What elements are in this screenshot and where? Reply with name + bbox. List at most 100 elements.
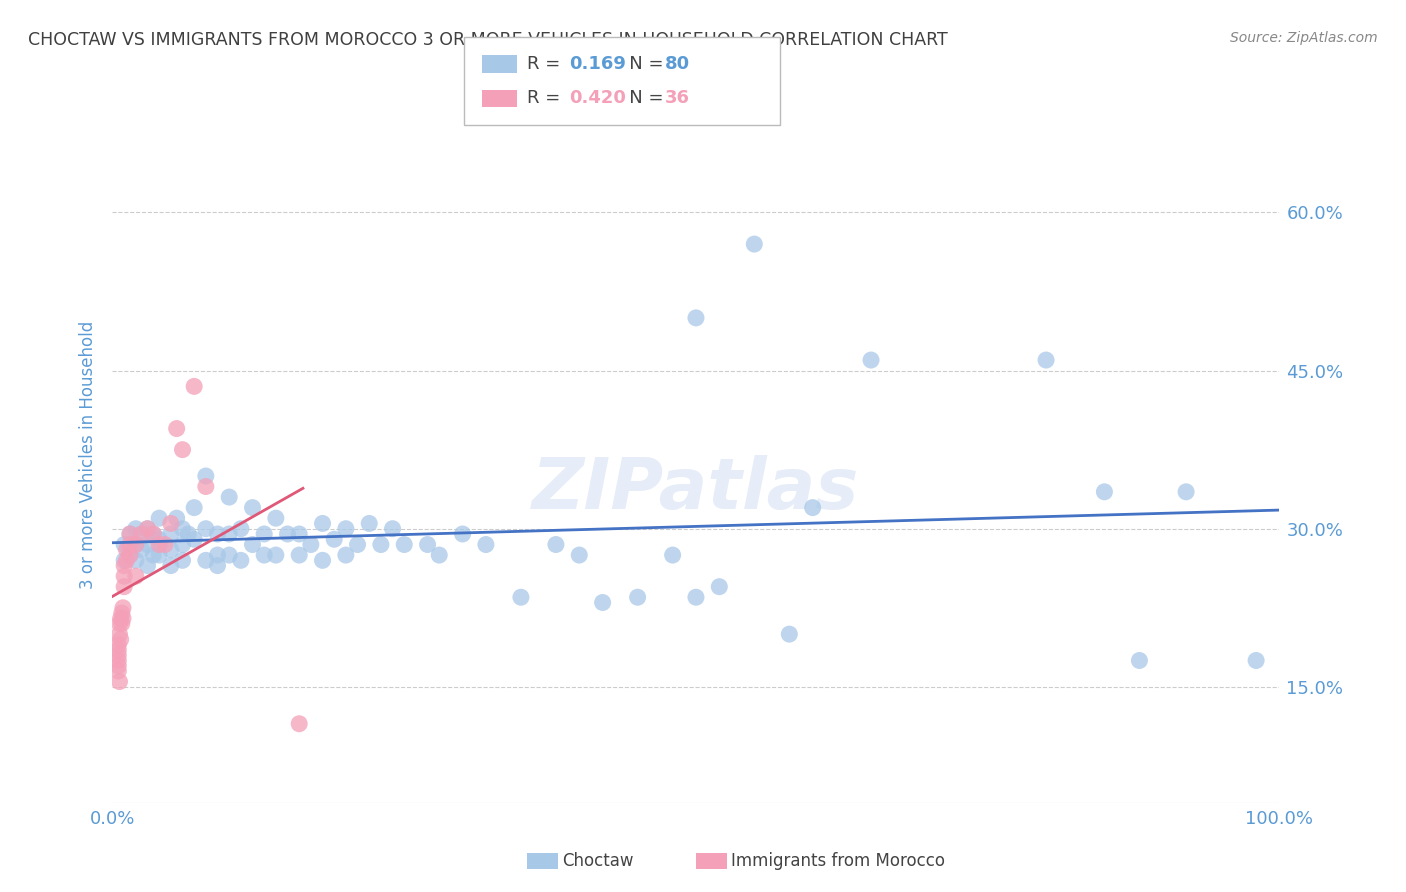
Point: [335, 522, 357, 536]
Point: [148, 548, 170, 562]
Point: [166, 511, 188, 525]
Point: [1094, 484, 1116, 499]
Point: [136, 537, 159, 551]
Point: [323, 533, 346, 547]
Text: 36: 36: [665, 89, 690, 107]
Point: [110, 611, 132, 625]
Point: [125, 553, 148, 567]
Point: [111, 616, 134, 631]
Point: [509, 591, 531, 605]
Point: [207, 558, 229, 573]
Text: N =: N =: [612, 55, 669, 73]
Point: [125, 537, 148, 551]
Point: [112, 558, 135, 573]
Point: [131, 542, 153, 557]
Point: [118, 548, 141, 562]
Point: [218, 490, 240, 504]
Text: Choctaw: Choctaw: [562, 852, 634, 870]
Point: [685, 310, 707, 325]
Point: [142, 527, 165, 541]
Point: [335, 548, 357, 562]
Point: [627, 591, 650, 605]
Point: [118, 527, 141, 541]
Point: [229, 522, 252, 536]
Point: [125, 569, 148, 583]
Point: [311, 553, 333, 567]
Point: [172, 442, 194, 457]
Point: [107, 648, 129, 663]
Point: [160, 558, 183, 573]
Point: [131, 527, 153, 541]
Point: [153, 537, 176, 551]
Point: [148, 537, 170, 551]
Point: [1175, 484, 1198, 499]
Point: [160, 527, 183, 541]
Text: 80: 80: [665, 55, 690, 73]
Point: [242, 500, 264, 515]
Point: [107, 653, 129, 667]
Point: [207, 548, 229, 562]
Point: [218, 548, 240, 562]
Point: [451, 527, 474, 541]
Point: [427, 548, 450, 562]
Point: [370, 537, 392, 551]
Point: [160, 516, 183, 531]
Text: N =: N =: [612, 89, 669, 107]
Text: Immigrants from Morocco: Immigrants from Morocco: [731, 852, 945, 870]
Point: [125, 522, 148, 536]
Point: [136, 558, 159, 573]
Point: [381, 522, 404, 536]
Point: [592, 595, 614, 609]
Point: [111, 611, 134, 625]
Point: [148, 533, 170, 547]
Point: [860, 353, 883, 368]
Point: [148, 511, 170, 525]
Point: [276, 527, 298, 541]
Point: [207, 527, 229, 541]
Point: [253, 548, 276, 562]
Point: [108, 674, 131, 689]
Point: [136, 522, 159, 536]
Point: [194, 553, 217, 567]
Point: [108, 627, 131, 641]
Y-axis label: 3 or more Vehicles in Household: 3 or more Vehicles in Household: [79, 321, 97, 589]
Point: [177, 527, 200, 541]
Point: [1244, 653, 1267, 667]
Point: [685, 591, 707, 605]
Text: 0.169: 0.169: [569, 55, 626, 73]
Point: [111, 600, 134, 615]
Point: [108, 616, 131, 631]
Point: [166, 421, 188, 435]
Point: [311, 516, 333, 531]
Point: [253, 527, 276, 541]
Point: [160, 542, 183, 557]
Point: [110, 632, 132, 647]
Point: [264, 511, 287, 525]
Point: [288, 716, 311, 731]
Point: [1035, 353, 1057, 368]
Point: [115, 553, 138, 567]
Text: 0.420: 0.420: [569, 89, 626, 107]
Point: [172, 522, 194, 536]
Point: [136, 522, 159, 536]
Point: [115, 542, 138, 557]
Point: [475, 537, 498, 551]
Point: [194, 522, 217, 536]
Point: [142, 548, 165, 562]
Text: Source: ZipAtlas.com: Source: ZipAtlas.com: [1230, 31, 1378, 45]
Point: [288, 527, 311, 541]
Point: [1128, 653, 1150, 667]
Point: [112, 580, 135, 594]
Text: CHOCTAW VS IMMIGRANTS FROM MOROCCO 3 OR MORE VEHICLES IN HOUSEHOLD CORRELATION C: CHOCTAW VS IMMIGRANTS FROM MOROCCO 3 OR …: [28, 31, 948, 49]
Point: [778, 627, 800, 641]
Point: [299, 537, 322, 551]
Point: [131, 527, 153, 541]
Point: [183, 379, 205, 393]
Point: [107, 658, 129, 673]
Point: [118, 527, 141, 541]
Point: [661, 548, 683, 562]
Point: [288, 548, 311, 562]
Point: [118, 548, 141, 562]
Point: [118, 537, 141, 551]
Point: [346, 537, 368, 551]
